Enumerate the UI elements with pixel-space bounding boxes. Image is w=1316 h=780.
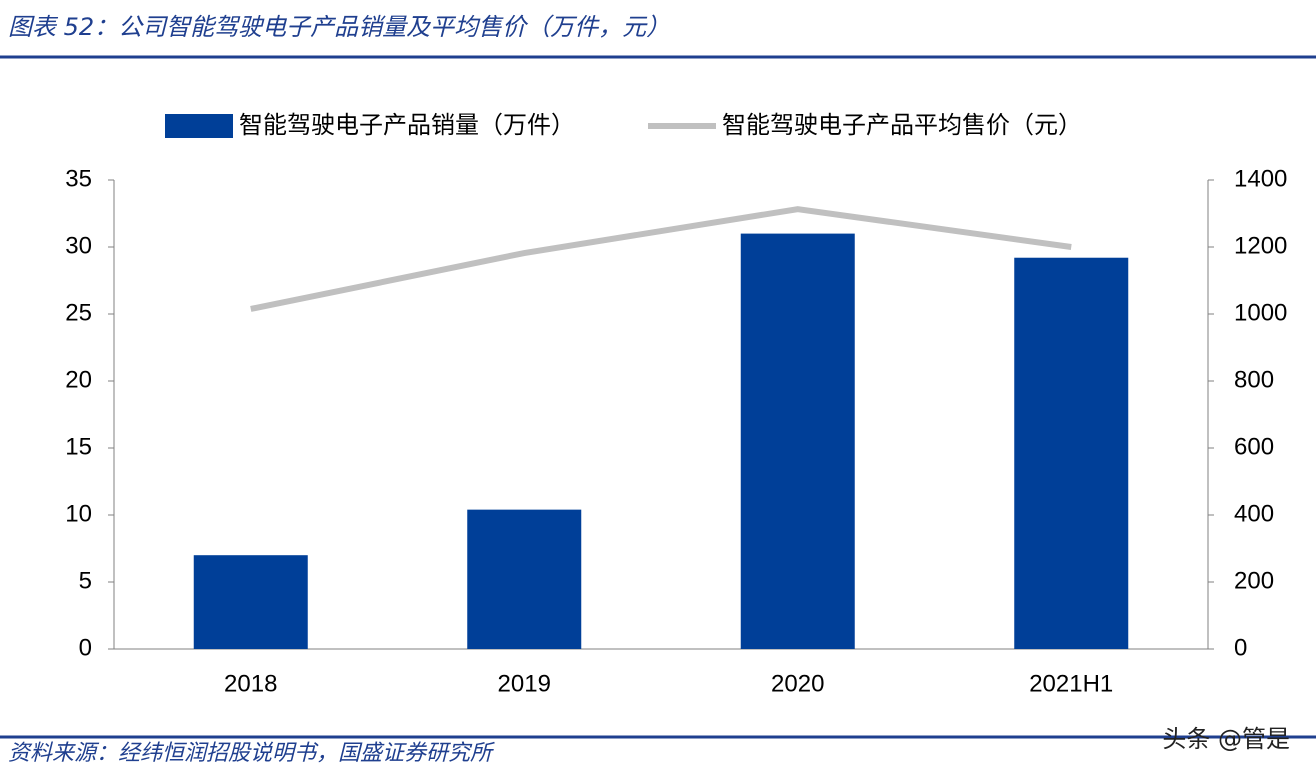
source: 资料来源：经纬恒润招股说明书，国盛证券研究所 — [8, 741, 495, 766]
chart-title: 图表 52：公司智能驾驶电子产品销量及平均售价（万件，元） — [8, 13, 670, 41]
bar — [193, 555, 308, 649]
y-tick-label: 35 — [65, 165, 92, 192]
x-tick-label: 2019 — [498, 670, 551, 697]
y2-tick-label: 0 — [1234, 634, 1247, 661]
x-tick-label: 2020 — [771, 670, 824, 697]
bar — [740, 233, 855, 649]
x-tick-label: 2018 — [224, 670, 277, 697]
y2-tick-label: 600 — [1234, 433, 1274, 460]
legend-label: 智能驾驶电子产品销量（万件） — [239, 111, 575, 139]
bar — [467, 509, 582, 649]
y2-tick-label: 1400 — [1234, 165, 1287, 192]
line — [250, 206, 1072, 312]
legend-label: 智能驾驶电子产品平均售价（元） — [722, 111, 1082, 139]
bar — [1014, 257, 1129, 649]
legend-swatch — [165, 114, 233, 138]
y2-tick-label: 200 — [1234, 567, 1274, 594]
y-tick-label: 5 — [79, 567, 92, 594]
y-tick-label: 25 — [65, 299, 92, 326]
y-tick-label: 10 — [65, 500, 92, 527]
x-tick-label: 2021H1 — [1029, 670, 1113, 697]
y-tick-label: 20 — [65, 366, 92, 393]
y2-tick-label: 1200 — [1234, 232, 1287, 259]
watermark: 头条 @管是 — [1162, 725, 1290, 753]
y-tick-label: 15 — [65, 433, 92, 460]
y-tick-label: 30 — [65, 232, 92, 259]
y2-tick-label: 1000 — [1234, 299, 1287, 326]
y2-tick-label: 800 — [1234, 366, 1274, 393]
y2-tick-label: 400 — [1234, 500, 1274, 527]
y-tick-label: 0 — [79, 634, 92, 661]
